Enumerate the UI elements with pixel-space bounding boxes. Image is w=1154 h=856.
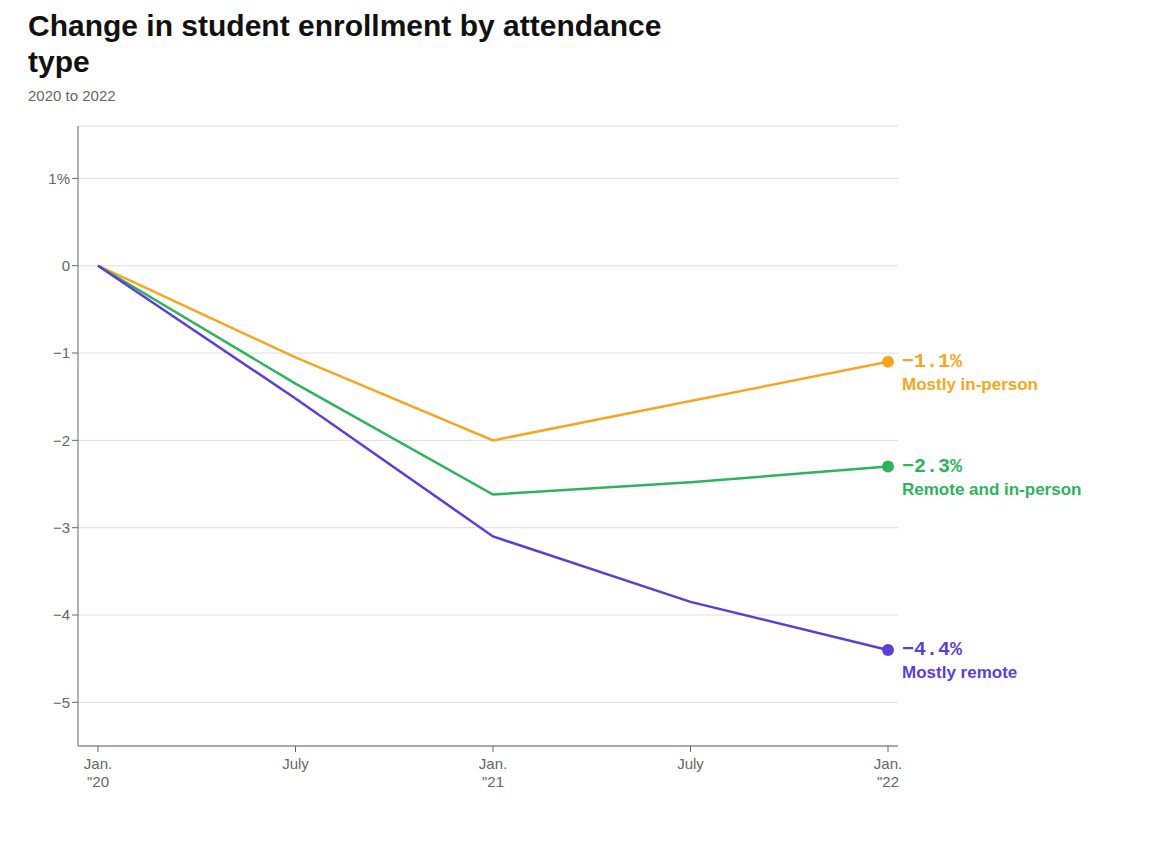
svg-text:−1: −1 xyxy=(53,344,70,361)
svg-text:July: July xyxy=(677,755,704,772)
svg-text:−2.3%: −2.3% xyxy=(902,455,963,478)
html-text:type: type xyxy=(28,45,90,78)
svg-text:Jan."22: Jan."22 xyxy=(874,755,902,790)
svg-text:July: July xyxy=(282,755,309,772)
svg-text:Jan."20: Jan."20 xyxy=(84,755,112,790)
svg-text:1%: 1% xyxy=(48,170,70,187)
svg-text:−5: −5 xyxy=(53,694,70,711)
svg-text:Jan."21: Jan."21 xyxy=(479,755,507,790)
html-text:2020 to 2022: 2020 to 2022 xyxy=(28,87,116,104)
svg-text:−3: −3 xyxy=(53,519,70,536)
svg-text:Mostly in-person: Mostly in-person xyxy=(902,375,1038,394)
html-text:Change in student enrollment b: Change in student enrollment by attendan… xyxy=(28,9,662,42)
svg-text:0: 0 xyxy=(62,257,70,274)
svg-text:−1.1%: −1.1% xyxy=(902,350,963,373)
svg-text:−2: −2 xyxy=(53,432,70,449)
svg-text:Mostly remote: Mostly remote xyxy=(902,663,1017,682)
svg-text:Remote and in-person: Remote and in-person xyxy=(902,480,1081,499)
svg-text:−4: −4 xyxy=(53,606,70,623)
svg-text:−4.4%: −4.4% xyxy=(902,638,963,661)
